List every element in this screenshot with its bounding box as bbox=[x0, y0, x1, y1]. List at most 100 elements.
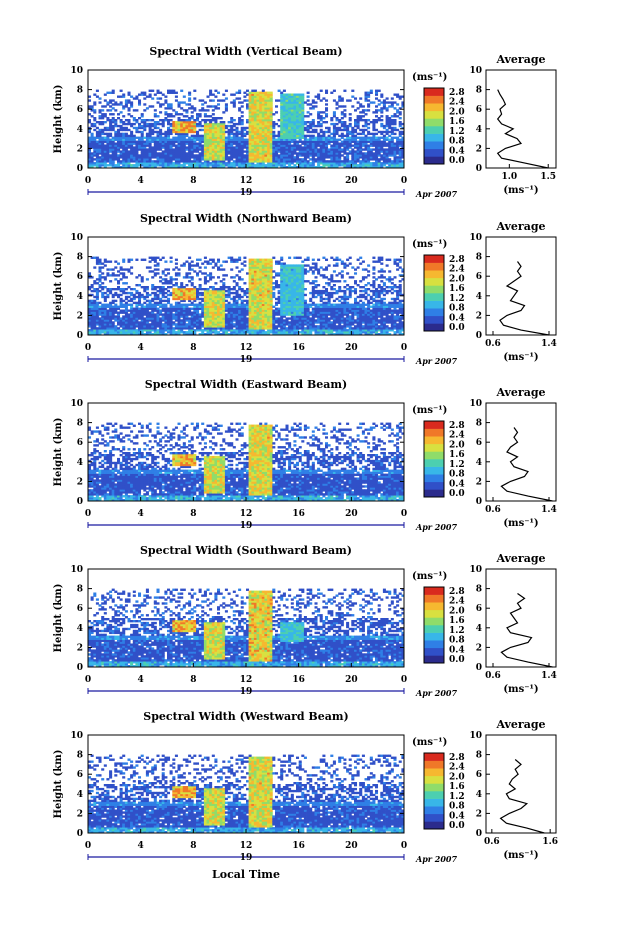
heat-cell bbox=[380, 130, 384, 134]
heat-cell bbox=[246, 158, 250, 161]
heat-cell bbox=[127, 166, 131, 169]
heat-cell bbox=[285, 126, 289, 130]
heat-cell bbox=[156, 329, 160, 332]
heat-cell bbox=[190, 144, 194, 147]
heat-cell bbox=[145, 124, 149, 128]
heat-cell bbox=[143, 154, 147, 157]
heat-cell bbox=[261, 144, 265, 147]
heat-cell bbox=[117, 134, 121, 138]
heat-cell bbox=[338, 99, 342, 102]
heat-cell bbox=[330, 154, 334, 157]
heat-cell bbox=[95, 256, 99, 259]
heat-cell bbox=[259, 154, 263, 157]
heat-cell bbox=[172, 128, 176, 132]
heat-cell bbox=[177, 148, 181, 151]
heat-cell bbox=[217, 148, 221, 151]
heat-cell bbox=[185, 284, 189, 287]
heat-cell bbox=[95, 126, 99, 130]
heat-cell bbox=[309, 136, 313, 139]
heat-cell bbox=[198, 140, 202, 143]
heat-cell bbox=[301, 136, 305, 139]
heat-cell bbox=[272, 164, 276, 167]
heat-cell bbox=[148, 148, 152, 151]
heat-cell bbox=[251, 97, 255, 100]
heat-cell bbox=[88, 140, 92, 143]
heat-cell bbox=[201, 119, 205, 122]
heat-cell bbox=[156, 97, 160, 100]
heat-cell bbox=[217, 258, 221, 261]
heat-cell bbox=[124, 138, 128, 141]
heat-cell bbox=[332, 130, 336, 134]
heat-cell bbox=[253, 107, 257, 110]
heat-cell bbox=[182, 158, 186, 161]
heat-cell bbox=[282, 128, 286, 132]
heat-cell bbox=[340, 97, 344, 100]
heat-cell bbox=[290, 105, 294, 108]
heat-cell bbox=[132, 148, 136, 151]
heat-cell bbox=[148, 158, 152, 161]
heat-cell bbox=[280, 95, 284, 98]
heat-cell bbox=[240, 146, 244, 149]
heat-cell bbox=[217, 158, 221, 161]
heat-cell bbox=[322, 130, 326, 134]
heat-cell bbox=[209, 126, 213, 130]
heat-cell bbox=[219, 286, 223, 289]
heat-cell bbox=[145, 142, 149, 145]
heat-cell bbox=[222, 154, 226, 157]
heat-cell bbox=[267, 126, 271, 130]
heat-cell bbox=[190, 107, 194, 110]
heat-cell bbox=[119, 293, 123, 297]
heat-cell bbox=[306, 103, 310, 106]
heat-cell bbox=[301, 97, 305, 100]
heat-cell bbox=[140, 152, 144, 155]
heat-cell bbox=[111, 117, 115, 120]
heat-cell bbox=[211, 162, 215, 165]
heat-cell bbox=[222, 126, 226, 130]
heat-cell bbox=[235, 154, 239, 157]
heat-cell bbox=[127, 99, 131, 102]
heat-cell bbox=[172, 154, 176, 157]
heat-cell bbox=[238, 119, 242, 122]
heat-cell bbox=[253, 258, 257, 261]
heat-cell bbox=[190, 128, 194, 132]
heat-cell bbox=[251, 152, 255, 155]
heat-cell bbox=[159, 128, 163, 132]
heat-cell bbox=[159, 146, 163, 149]
heat-cell bbox=[180, 126, 184, 130]
heat-cell bbox=[98, 162, 102, 165]
heat-cell bbox=[311, 99, 315, 102]
heat-cell bbox=[124, 301, 128, 305]
heat-cell bbox=[214, 150, 218, 153]
heat-cell bbox=[98, 148, 102, 151]
heat-cell bbox=[298, 146, 302, 149]
heat-cell bbox=[317, 111, 321, 114]
heat-cell bbox=[111, 166, 115, 169]
heat-cell bbox=[188, 130, 192, 134]
heat-cell bbox=[95, 95, 99, 98]
heat-cell bbox=[211, 154, 215, 157]
heat-cell bbox=[164, 99, 168, 102]
heat-cell bbox=[122, 315, 126, 318]
heat-cell bbox=[109, 105, 113, 108]
heat-cell bbox=[377, 158, 381, 161]
heat-cell bbox=[269, 109, 273, 112]
heat-cell bbox=[153, 109, 157, 112]
heat-cell bbox=[119, 111, 123, 114]
heat-cell bbox=[396, 115, 400, 118]
heat-cell bbox=[151, 164, 155, 167]
heat-cell bbox=[156, 164, 160, 167]
heat-cell bbox=[93, 144, 97, 147]
heat-cell bbox=[106, 136, 110, 139]
heat-cell bbox=[88, 113, 92, 116]
heat-cell bbox=[238, 130, 242, 134]
heat-cell bbox=[319, 124, 323, 128]
heat-cell bbox=[117, 113, 121, 116]
heat-cell bbox=[296, 160, 300, 163]
heat-cell bbox=[306, 146, 310, 149]
heat-cell bbox=[203, 288, 207, 291]
heat-cell bbox=[182, 95, 186, 98]
heat-cell bbox=[227, 301, 231, 305]
heat-cell bbox=[275, 154, 279, 157]
heat-cell bbox=[219, 148, 223, 151]
heat-cell bbox=[280, 154, 284, 157]
